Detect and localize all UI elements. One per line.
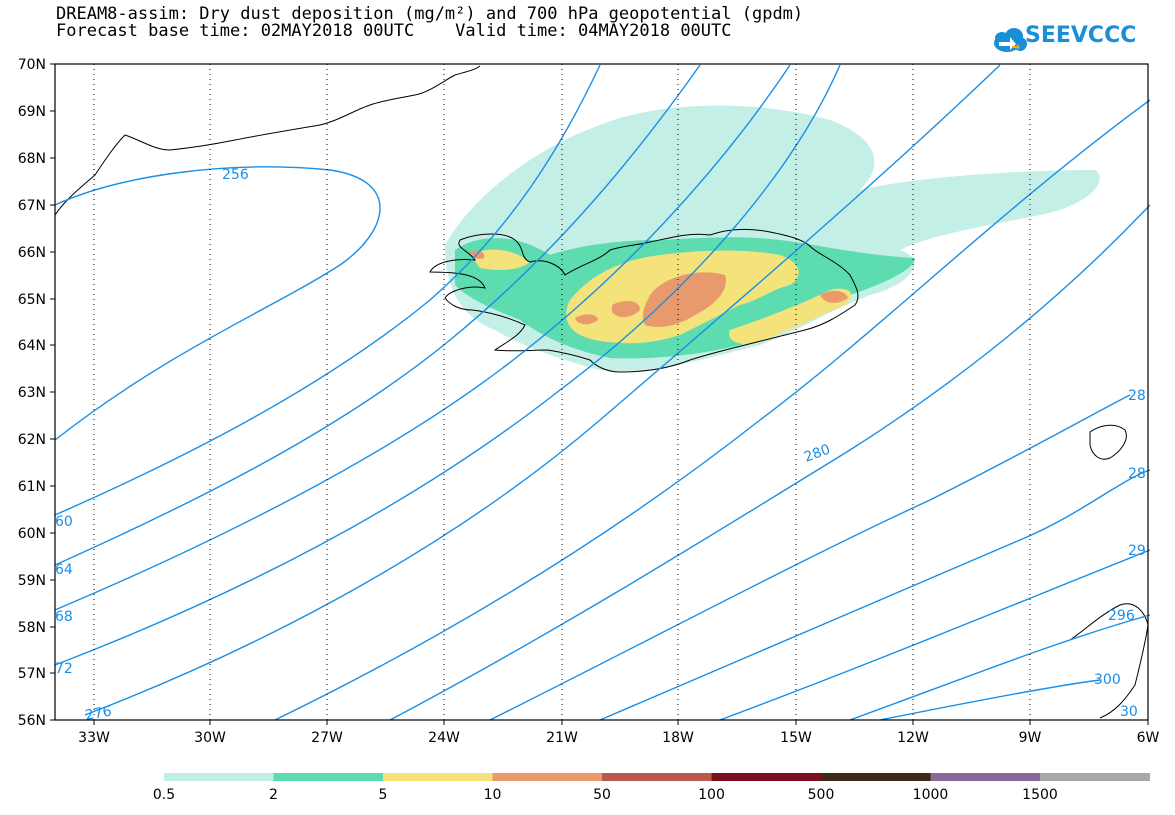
colorbar: 0.5 2 5 10 50 100 500 1000 1500 <box>153 773 1150 803</box>
faroe-coast <box>1089 424 1127 460</box>
contour-label-300: 300 <box>1094 672 1121 688</box>
colorbar-label: 50 <box>593 787 611 803</box>
geopotential-contours <box>54 64 1151 721</box>
dust-area-orange <box>642 272 726 327</box>
colorbar-swatch <box>492 773 603 781</box>
lat-label: 63N <box>18 385 46 401</box>
colorbar-label: 0.5 <box>153 787 175 803</box>
colorbar-label: 1000 <box>913 787 949 803</box>
contour-label-296: 296 <box>1108 608 1135 624</box>
dust-deposition-field <box>445 105 1100 371</box>
lat-label: 68N <box>18 151 46 167</box>
colorbar-swatch <box>1040 773 1150 781</box>
lon-label: 12W <box>897 730 929 746</box>
contour-label-29: 29 <box>1128 543 1146 559</box>
contour-label-260: 60 <box>55 514 73 530</box>
chart-subtitle: Forecast base time: 02MAY2018 00UTC Vali… <box>56 21 732 41</box>
colorbar-label: 500 <box>808 787 835 803</box>
dust-area-yellow-east <box>729 288 852 345</box>
lon-label: 9W <box>1019 730 1042 746</box>
cloud-icon <box>994 28 1027 52</box>
iceland-coast <box>429 228 859 373</box>
colorbar-swatch <box>273 773 384 781</box>
lon-label: 27W <box>311 730 343 746</box>
greenland-coast <box>54 65 481 216</box>
lat-label: 58N <box>18 620 46 636</box>
dust-area-orange-2 <box>612 300 640 318</box>
dust-area-orange-3 <box>575 314 598 325</box>
contour-label-28a: 28 <box>1128 388 1146 404</box>
contour-label-256: 256 <box>222 167 249 183</box>
colorbar-label: 1500 <box>1022 787 1058 803</box>
colorbar-label: 5 <box>379 787 388 803</box>
lon-label: 21W <box>546 730 578 746</box>
axis-ticks <box>50 63 1149 725</box>
contour-label-268: 68 <box>55 609 73 625</box>
lon-label: 6W <box>1137 730 1160 746</box>
contour-label-264: 64 <box>55 562 73 578</box>
chart-title: DREAM8-assim: Dry dust deposition (mg/m²… <box>56 4 804 24</box>
contour-label-30: 30 <box>1120 704 1138 720</box>
contour-label-272: 72 <box>55 661 73 677</box>
lon-label: 24W <box>428 730 460 746</box>
lat-label: 66N <box>18 245 46 261</box>
lat-label: 70N <box>18 57 46 73</box>
colorbar-swatch <box>164 773 274 781</box>
lat-label: 67N <box>18 198 46 214</box>
colorbar-swatch <box>383 773 493 781</box>
colorbar-swatch <box>930 773 1041 781</box>
dust-area-orange-4 <box>820 290 848 303</box>
lat-label: 65N <box>18 292 46 308</box>
lon-label: 18W <box>662 730 694 746</box>
lat-label: 60N <box>18 526 46 542</box>
latitude-labels: 70N 69N 68N 67N 66N 65N 64N 63N 62N 61N … <box>18 57 46 729</box>
lon-label: 15W <box>780 730 812 746</box>
contour-label-280: 280 <box>802 442 833 466</box>
lat-label: 61N <box>18 479 46 495</box>
colorbar-label: 2 <box>269 787 278 803</box>
colorbar-label: 100 <box>698 787 725 803</box>
lon-label: 30W <box>194 730 226 746</box>
colorbar-swatch <box>602 773 712 781</box>
lat-label: 64N <box>18 338 46 354</box>
lat-label: 57N <box>18 666 46 682</box>
colorbar-swatch <box>711 773 822 781</box>
lat-label: 69N <box>18 104 46 120</box>
logo-text: SEEVCCC <box>1025 23 1137 48</box>
contour-label-28b: 28 <box>1128 466 1146 482</box>
contour-label-276: 276 <box>84 704 113 724</box>
dust-area-yellow-west <box>470 249 530 270</box>
colorbar-swatch <box>821 773 931 781</box>
lon-label: 33W <box>78 730 110 746</box>
lat-label: 56N <box>18 713 46 729</box>
colorbar-label: 10 <box>484 787 502 803</box>
seevccc-logo <box>994 28 1027 52</box>
lat-label: 62N <box>18 432 46 448</box>
lat-label: 59N <box>18 573 46 589</box>
longitude-labels: 33W 30W 27W 24W 21W 18W 15W 12W 9W 6W <box>78 730 1159 746</box>
